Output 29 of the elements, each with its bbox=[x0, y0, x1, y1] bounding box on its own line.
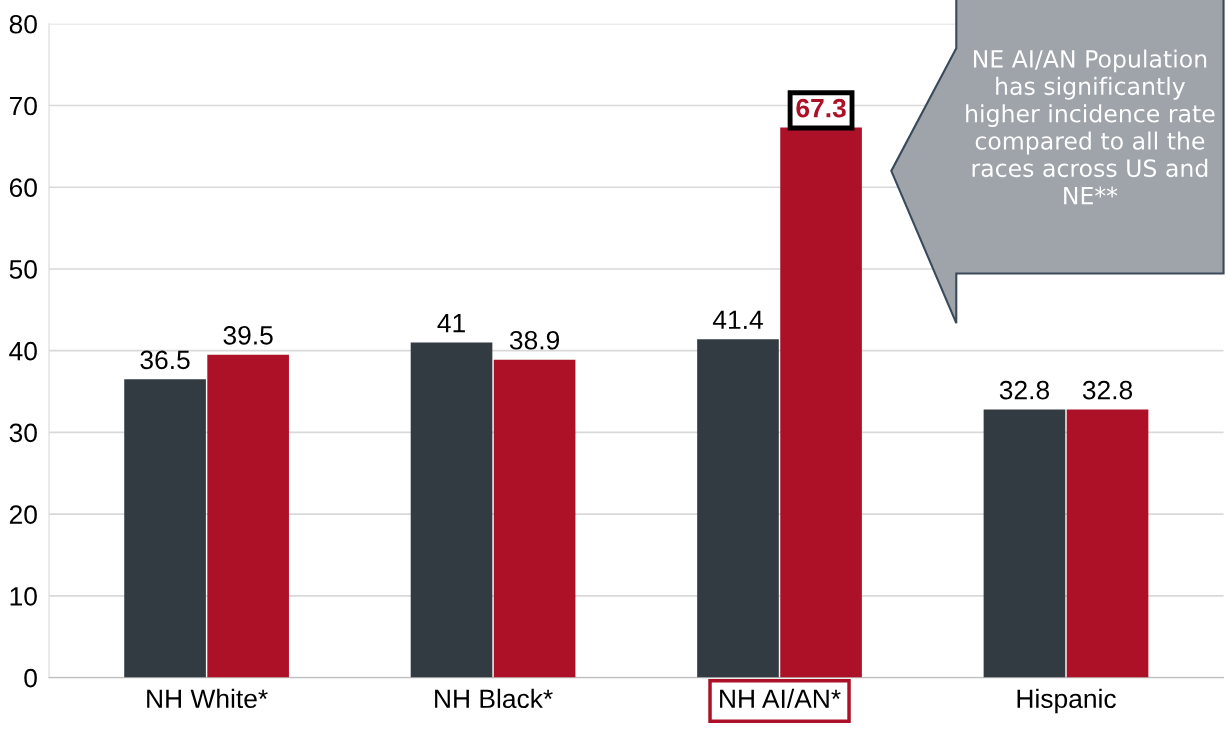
y-tick-label: 20 bbox=[9, 505, 37, 524]
data-label: 41.4 bbox=[712, 310, 763, 329]
y-tick-label: 10 bbox=[10, 587, 37, 606]
x-tick-label: NH White* bbox=[147, 688, 268, 709]
y-tick-label: 30 bbox=[9, 423, 37, 443]
data-label: 41 bbox=[437, 313, 465, 333]
x-tick-label: Hispanic bbox=[1017, 688, 1116, 714]
data-label: 32.8 bbox=[999, 380, 1049, 400]
bar bbox=[410, 342, 493, 678]
bar bbox=[493, 359, 576, 678]
bar bbox=[983, 409, 1066, 678]
y-tick-label: 0 bbox=[24, 668, 37, 688]
bar bbox=[697, 339, 779, 678]
y-tick-label: 40 bbox=[9, 341, 37, 361]
bar bbox=[207, 354, 289, 678]
x-tick-label: NH AI/AN* bbox=[720, 688, 841, 709]
data-label: 38.9 bbox=[509, 330, 560, 350]
x-tick-label: NH Black* bbox=[435, 688, 553, 709]
y-tick-label: 50 bbox=[9, 260, 37, 279]
bar bbox=[124, 379, 206, 678]
data-label: 36.5 bbox=[140, 350, 190, 370]
data-label: 39.5 bbox=[223, 325, 273, 345]
data-label: 32.8 bbox=[1082, 380, 1133, 400]
y-tick-label: 60 bbox=[9, 178, 37, 198]
data-label: 67.3 bbox=[796, 98, 846, 118]
bar bbox=[1066, 409, 1149, 678]
y-tick-label: 80 bbox=[9, 14, 37, 34]
annotation: NE AI/AN Population has significantly higher incidence rate compared to all the races across US and NE** bbox=[966, 49, 1215, 205]
y-tick-label: 70 bbox=[9, 96, 37, 116]
